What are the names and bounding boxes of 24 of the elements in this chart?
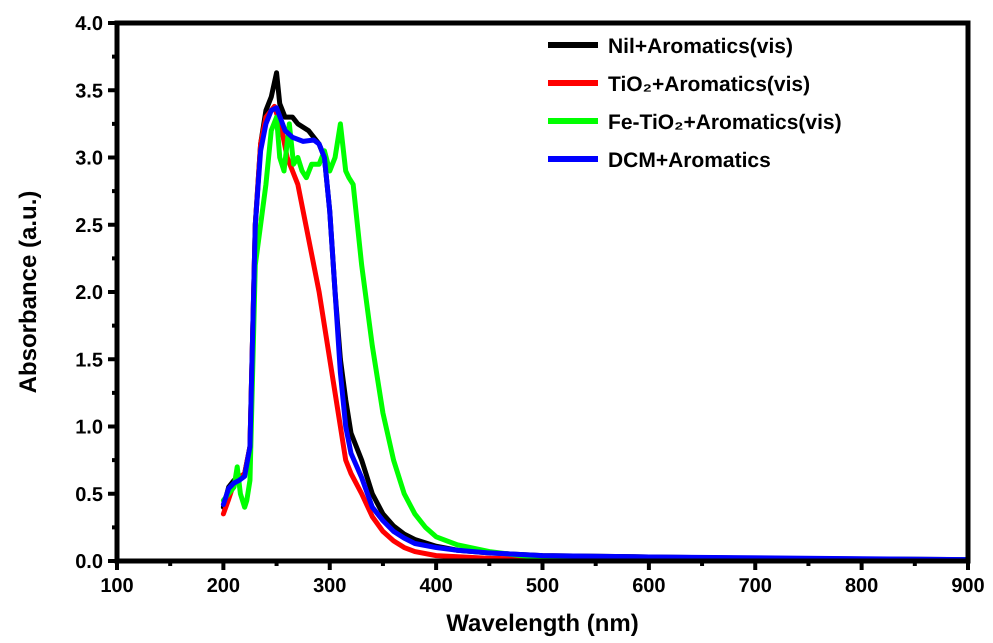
y-axis-title: Absorbance (a.u.) xyxy=(15,190,42,394)
legend-label: DCM+Aromatics xyxy=(608,149,771,172)
x-tick-label: 900 xyxy=(951,575,985,597)
x-tick-label: 700 xyxy=(738,575,772,597)
legend-label: Fe-TiO₂+Aromatics(vis) xyxy=(608,111,842,134)
y-tick-label: 0.5 xyxy=(75,484,103,506)
y-tick-label: 2.5 xyxy=(75,214,103,237)
x-tick-label: 200 xyxy=(206,575,240,597)
x-tick-label: 600 xyxy=(632,575,666,597)
y-tick-label: 3.0 xyxy=(75,148,103,170)
y-tick-label: 3.5 xyxy=(75,80,103,102)
y-tick-label: 4.0 xyxy=(75,13,103,35)
y-tick-label: 0.0 xyxy=(75,551,103,573)
x-tick-label: 300 xyxy=(313,575,346,597)
x-tick-label: 400 xyxy=(419,575,453,597)
y-tick-label: 1.0 xyxy=(75,416,103,438)
x-tick-label: 100 xyxy=(100,575,134,597)
y-tick-label: 2.0 xyxy=(75,282,103,304)
x-tick-label: 800 xyxy=(844,575,878,597)
y-tick-label: 1.5 xyxy=(75,349,103,372)
legend-label: Nil+Aromatics(vis) xyxy=(608,35,793,58)
x-axis-title: Wavelength (nm) xyxy=(446,610,639,637)
x-tick-label: 500 xyxy=(526,575,560,597)
legend-label: TiO₂+Aromatics(vis) xyxy=(608,73,810,96)
